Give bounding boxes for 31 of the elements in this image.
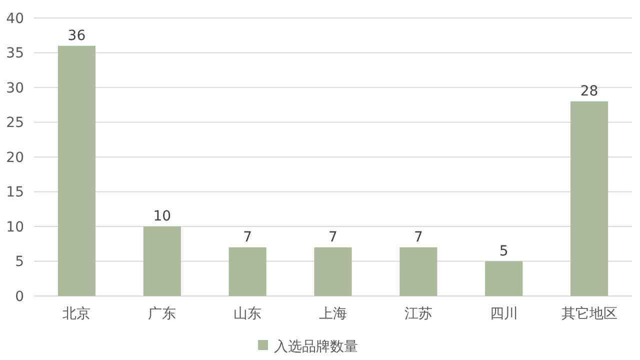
data-label: 10 xyxy=(153,208,172,224)
x-tick-label: 上海 xyxy=(319,306,347,322)
data-label: 28 xyxy=(580,83,598,100)
x-tick-label: 山东 xyxy=(234,306,262,322)
data-label: 36 xyxy=(68,28,86,44)
legend-label: 入选品牌数量 xyxy=(274,338,358,355)
data-label: 5 xyxy=(499,243,508,260)
y-tick-label: 20 xyxy=(6,150,24,166)
y-tick-label: 30 xyxy=(6,80,24,96)
y-tick-label: 40 xyxy=(6,10,24,27)
bar xyxy=(485,261,523,296)
y-tick-label: 15 xyxy=(6,184,24,201)
y-tick-label: 5 xyxy=(15,254,24,270)
x-tick-label: 广东 xyxy=(148,306,176,322)
bar xyxy=(570,101,608,296)
x-tick-label: 其它地区 xyxy=(561,306,618,322)
y-tick-label: 35 xyxy=(6,46,24,62)
bar xyxy=(314,247,352,296)
bar xyxy=(400,247,438,296)
y-tick-label: 0 xyxy=(15,288,24,305)
y-tick-label: 10 xyxy=(6,219,24,236)
data-label: 7 xyxy=(243,229,252,246)
x-tick-label: 四川 xyxy=(490,306,518,322)
bar xyxy=(143,226,181,296)
x-tick-label: 北京 xyxy=(62,306,91,322)
bar xyxy=(228,247,266,296)
y-tick-label: 25 xyxy=(6,115,24,132)
data-label: 7 xyxy=(328,229,338,246)
bar xyxy=(58,46,96,296)
data-label: 7 xyxy=(414,229,423,246)
x-tick-label: 江苏 xyxy=(404,306,432,322)
